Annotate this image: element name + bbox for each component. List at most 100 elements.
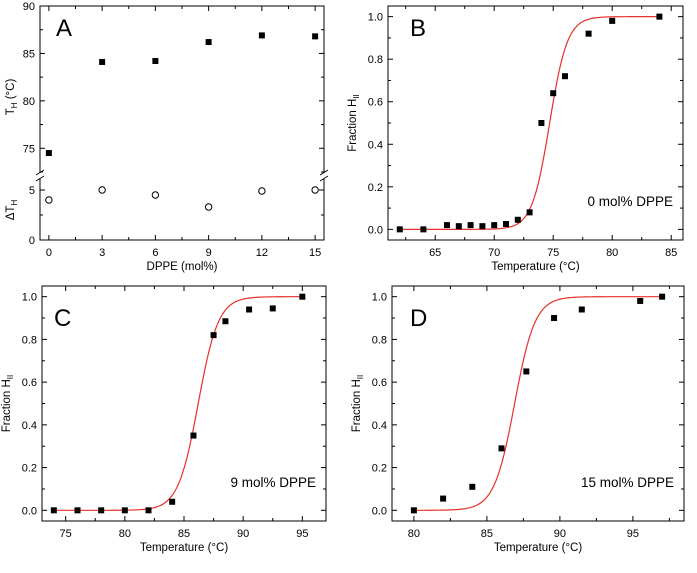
data-point-A-2 — [152, 58, 159, 65]
data-point-B-4 — [467, 222, 474, 229]
y-tick-label-D-4: 0.8 — [372, 334, 387, 346]
data-point-B-0 — [396, 226, 403, 233]
y-axis-label-D: Fraction HII — [351, 375, 365, 433]
x-tick-label-D-3: 95 — [627, 528, 639, 540]
data-point-C-9 — [246, 306, 253, 313]
y-tick-label-D-2: 0.4 — [372, 420, 387, 432]
data-point-D-6 — [578, 306, 585, 313]
data-point-A-4 — [258, 32, 265, 39]
x-tick-label-B-0: 65 — [429, 247, 441, 259]
y-axis-label-A-upper: TH (°C) — [5, 79, 19, 116]
data-point-C-7 — [210, 332, 217, 339]
data-point-D-8 — [659, 293, 666, 300]
data-point-A-5 — [312, 33, 319, 40]
x-tick-label-C-2: 85 — [178, 528, 190, 540]
data-point-B-10 — [538, 120, 545, 126]
data-point-C-11 — [299, 293, 306, 300]
data-point-C-1 — [74, 507, 81, 514]
y-axis-label-B: Fraction HII — [347, 94, 361, 152]
y-tick-label-D-0: 0.0 — [372, 505, 387, 517]
data-point-A-open-4 — [258, 187, 266, 195]
plot-frame-A — [39, 5, 325, 241]
x-tick-label-A-4: 12 — [256, 247, 268, 259]
panel-letter-B: B — [410, 15, 426, 42]
y-tick-label-C-1: 0.2 — [22, 463, 37, 475]
data-point-C-8 — [222, 318, 229, 325]
data-point-B-8 — [514, 216, 521, 223]
data-point-A-open-5 — [311, 186, 319, 194]
data-point-B-12 — [562, 73, 568, 80]
data-point-C-10 — [269, 305, 276, 312]
panel-letter-A: A — [56, 15, 72, 42]
annotation-B: 0 mol% DPPE — [587, 194, 673, 209]
y-tick-label-D-3: 0.6 — [372, 377, 387, 389]
data-point-C-0 — [50, 507, 57, 514]
data-point-D-0 — [410, 507, 417, 514]
axis-break-mark-1-b — [319, 175, 329, 182]
y-tick-label-B-0: 0.0 — [368, 224, 383, 236]
y-tick-label-C-0: 0.0 — [22, 505, 37, 517]
axis-break-gap-right — [320, 173, 328, 179]
data-point-B-5 — [479, 223, 486, 230]
y-tick-label-B-1: 0.2 — [368, 182, 383, 194]
data-point-B-14 — [609, 17, 616, 24]
y-tick-label-C-4: 0.8 — [22, 334, 37, 346]
y-tick-label-C-2: 0.4 — [22, 420, 37, 432]
axis-break-mark-0-b — [35, 175, 45, 182]
x-axis-label-A: DPPE (mol%) — [147, 261, 218, 273]
data-point-C-6 — [190, 432, 197, 439]
data-point-B-1 — [420, 226, 427, 233]
data-point-B-13 — [585, 30, 592, 37]
x-tick-label-B-1: 70 — [488, 247, 500, 259]
axis-break-mark-1-a — [319, 169, 329, 176]
data-point-C-4 — [145, 507, 152, 514]
data-point-B-2 — [444, 222, 450, 229]
x-tick-label-D-0: 80 — [408, 528, 420, 540]
x-tick-label-A-5: 15 — [309, 247, 321, 259]
data-point-B-7 — [503, 221, 509, 228]
data-point-D-5 — [551, 315, 558, 322]
data-point-A-open-0 — [45, 196, 53, 204]
data-point-D-3 — [498, 445, 505, 452]
data-point-D-1 — [440, 495, 447, 502]
x-tick-label-C-3: 90 — [237, 528, 249, 540]
x-tick-label-A-1: 3 — [99, 247, 105, 259]
x-axis-label-C: Temperature (°C) — [140, 542, 228, 554]
data-point-B-9 — [526, 209, 533, 216]
x-tick-label-B-3: 80 — [606, 247, 618, 259]
x-tick-label-C-1: 80 — [119, 528, 131, 540]
y-tick-label-A-upper-2: 85 — [23, 48, 35, 60]
y-tick-label-D-1: 0.2 — [372, 463, 387, 475]
y-tick-label-A-upper-0: 75 — [23, 143, 35, 155]
data-point-B-11 — [550, 90, 557, 97]
x-axis-label-D: Temperature (°C) — [494, 542, 582, 554]
data-point-A-open-1 — [98, 186, 106, 194]
axis-break-gap-left — [36, 173, 44, 179]
fit-curve-D — [413, 296, 663, 511]
x-tick-label-B-2: 75 — [547, 247, 559, 259]
fit-curve-C — [53, 296, 303, 511]
annotation-C: 9 mol% DPPE — [230, 475, 316, 490]
y-tick-label-A-lower-1: 5 — [29, 185, 35, 197]
data-point-D-7 — [637, 297, 644, 304]
y-tick-label-B-4: 0.8 — [368, 54, 383, 66]
data-point-D-2 — [469, 483, 476, 490]
data-point-A-0 — [45, 150, 52, 157]
y-axis-label-A-lower: ΔTH — [5, 200, 19, 221]
x-tick-label-C-4: 95 — [296, 528, 308, 540]
data-point-A-open-2 — [151, 191, 160, 199]
panel-letter-D: D — [410, 305, 427, 332]
data-point-C-2 — [98, 507, 105, 514]
y-tick-label-B-3: 0.6 — [368, 97, 383, 109]
annotation-D: 15 mol% DPPE — [581, 475, 674, 490]
y-tick-label-C-3: 0.6 — [22, 377, 37, 389]
y-tick-label-A-upper-3: 90 — [23, 1, 35, 13]
data-point-B-6 — [491, 222, 498, 229]
y-tick-label-C-5: 1.0 — [22, 292, 37, 304]
panel-letter-C: C — [54, 305, 71, 332]
data-point-A-open-3 — [204, 203, 213, 211]
data-point-C-3 — [121, 507, 128, 514]
data-point-A-1 — [99, 58, 106, 65]
data-point-A-3 — [205, 39, 212, 46]
